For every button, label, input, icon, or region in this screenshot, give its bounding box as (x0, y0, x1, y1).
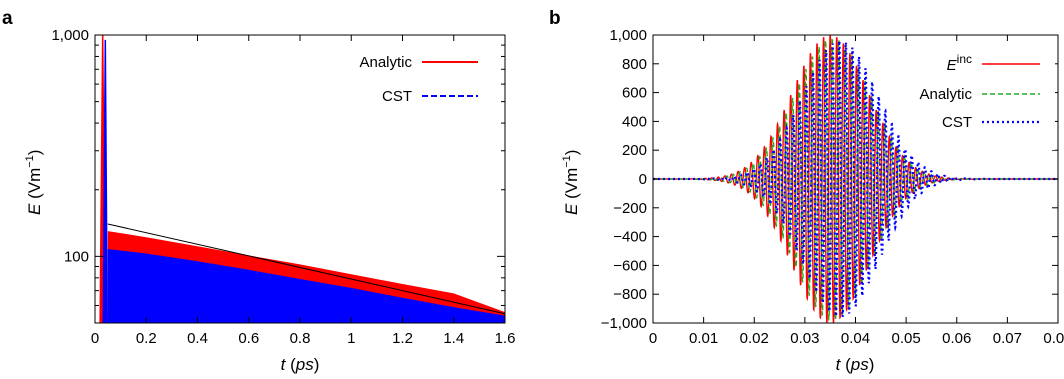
panel-b-ylabel-close: ) (562, 150, 581, 156)
panel-a-xtick-label: 1.6 (495, 330, 516, 347)
panel-b-ytick-label: 400 (622, 113, 647, 130)
panel-b-ytick-label: 0 (639, 171, 647, 188)
panel-a-plot-area (99, 35, 505, 323)
legend-a-item-0-label: Analytic (359, 54, 412, 71)
panel-b-xtick-label: 0.02 (740, 330, 769, 347)
panel-b-xtick-label: 0.07 (993, 330, 1022, 347)
legend-b-item-0-sup: inc (957, 52, 972, 66)
panel-b-ylabel: E (Vm−1) (561, 150, 581, 215)
panel-b-xtick-label: 0.06 (942, 330, 971, 347)
panel-b-xtick-label: 0.08 (1043, 330, 1064, 347)
panel-b: b 0 0.01 0.02 0.03 0.04 0.05 0.06 0.07 0.08 −1,00… (549, 8, 1064, 374)
panel-b-ylabel-unit: Vm (562, 168, 581, 194)
panel-b-ytick-label: −200 (613, 200, 647, 217)
panel-b-xtick-label: 0.03 (790, 330, 819, 347)
panel-a-series-1-fill (107, 249, 505, 323)
panel-a-xtick-label: 1.4 (443, 330, 464, 347)
panel-a-axes: 0 0.2 0.4 0.6 0.8 1 1.2 1.4 1.6 100 1,000 (51, 27, 515, 347)
panel-b-xlabel: t (ps) (836, 355, 875, 374)
panel-b-ytick-label: 800 (622, 56, 647, 73)
panel-a-label: a (2, 8, 13, 29)
legend-b-item-2-label: CST (942, 114, 972, 131)
panel-a-xlabel-open: ( (285, 355, 296, 374)
panel-a-legend: Analytic CST (359, 54, 478, 105)
panel-a-ytick-label: 1,000 (51, 27, 89, 44)
panel-a-xlabel-var: t (281, 355, 287, 374)
panel-b-xlabel-var: t (836, 355, 842, 374)
panel-b-ytick-label: −1,000 (601, 315, 647, 332)
panel-b-ytick-label: 200 (622, 142, 647, 159)
panel-a-ylabel: E (Vm−1) (24, 150, 44, 215)
panel-b-label: b (549, 8, 561, 29)
panel-b-ylabel-open: ( (562, 193, 581, 199)
panel-b-xlabel-open: ( (840, 355, 851, 374)
panel-a-ylabel-exp: −1 (24, 155, 36, 168)
panel-b-ytick-label: −600 (613, 257, 647, 274)
panel-b-ytick-label: −800 (613, 286, 647, 303)
panel-b-xlabel-close: ) (869, 355, 875, 374)
panel-a-xtick-label: 0 (91, 330, 99, 347)
panel-a-xtick-label: 1.2 (392, 330, 413, 347)
panel-a-xlabel-unit: ps (295, 355, 314, 374)
panel-a-ylabel-var: E (25, 203, 44, 215)
legend-b-item-0-label: Einc (947, 52, 972, 74)
panel-b-ylabel-var: E (562, 203, 581, 215)
panel-a-xtick-label: 0.6 (238, 330, 259, 347)
panel-a-xlabel: t (ps) (281, 355, 320, 374)
panel-a-xtick-label: 0.2 (136, 330, 157, 347)
panel-a-envelope-line (107, 223, 505, 315)
panel-a-ylabel-unit: Vm (25, 168, 44, 194)
panel-b-xtick-label: 0.05 (892, 330, 921, 347)
panel-b-xtick-label: 0.01 (689, 330, 718, 347)
panel-b-ytick-label: 1,000 (609, 27, 647, 44)
panel-a-ylabel-open: ( (25, 193, 44, 199)
panel-b-plot-area (653, 35, 1058, 323)
legend-b-background (900, 50, 1055, 150)
panel-b-ylabel-exp: −1 (561, 155, 573, 168)
panel-b-xtick-label: 0 (649, 330, 657, 347)
panel-b-xlabel-unit: ps (850, 355, 869, 374)
panel-b-ytick-label: −400 (613, 229, 647, 246)
legend-b-item-0-name: E (947, 57, 958, 74)
panel-a-ytick-label: 100 (64, 248, 89, 265)
panel-b-ytick-label: 600 (622, 85, 647, 102)
legend-a-item-1-label: CST (382, 88, 412, 105)
panel-a-xtick-label: 0.4 (187, 330, 208, 347)
panel-a-series-1-spike (102, 39, 108, 323)
panel-a-xtick-label: 1 (347, 330, 355, 347)
panel-a-xlabel-close: ) (314, 355, 320, 374)
legend-b-item-1-label: Analytic (919, 86, 972, 103)
panel-b-xtick-label: 0.04 (841, 330, 870, 347)
panel-a-ylabel-close: ) (25, 150, 44, 156)
panel-a-xtick-label: 0.8 (290, 330, 311, 347)
panel-b-legend: Einc Analytic CST (900, 50, 1055, 150)
